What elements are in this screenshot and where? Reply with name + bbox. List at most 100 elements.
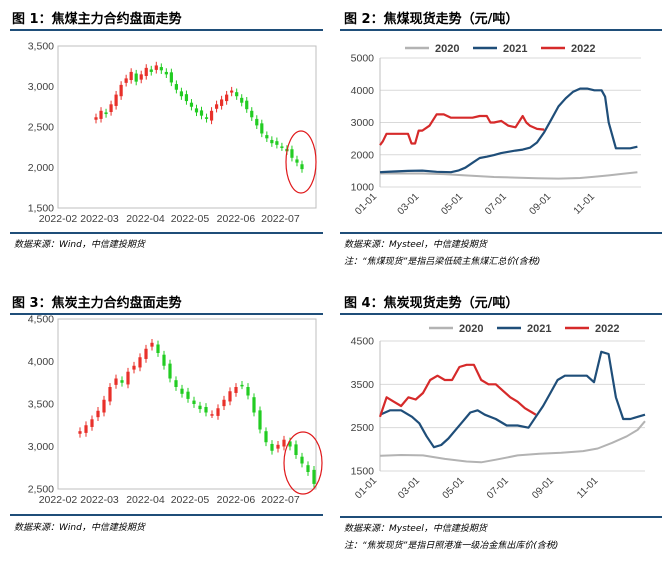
candle-body (144, 348, 148, 359)
series-line (379, 87, 638, 174)
candle-body (264, 431, 268, 443)
candle-body (114, 94, 118, 106)
candle-body (164, 71, 168, 75)
x-tick-label: 11-01 (572, 191, 598, 217)
series-line (379, 350, 646, 449)
candle-body (124, 78, 128, 83)
y-tick-label: 2,500 (28, 484, 54, 496)
x-tick-label: 01-01 (353, 191, 379, 217)
series-line (379, 420, 646, 464)
candle-body (230, 90, 234, 93)
y-tick-label: 3500 (351, 379, 375, 391)
candle-body (119, 84, 123, 97)
candle-body (240, 97, 244, 103)
candle-body (252, 397, 256, 413)
candlestick-chart: 1,500 2,000 2,500 3,000 3,500 2022-02 2022-03 2… (28, 41, 317, 225)
x-tick-label: 2022-07 (261, 213, 300, 225)
x-tick-label: 05-01 (441, 475, 467, 501)
candle-body (246, 387, 250, 396)
candle-body (198, 405, 202, 410)
candle-body (154, 65, 158, 70)
candle-body (276, 444, 280, 449)
candle-body (99, 110, 103, 119)
candle-body (139, 74, 143, 80)
source-note: 数据来源：Wind，中信建投期货 (14, 523, 145, 533)
panel-title: 图 3：焦炭主力合约盘面走势 (12, 296, 182, 311)
footnote: 注：“焦炭现货”是指日照港准一级冶金焦出库价(含税) (344, 541, 559, 551)
candle-body (144, 67, 148, 76)
x-tick-label: 03-01 (396, 191, 422, 217)
candle-body (104, 112, 108, 115)
candle-body (270, 139, 274, 144)
candle-body (114, 378, 118, 385)
highlight-ellipse (283, 431, 323, 495)
candle-body (216, 408, 220, 416)
footer-rule (340, 232, 662, 234)
candle-body (199, 110, 204, 116)
line-chart: 1500 2500 3500 4500 01-01 03-01 05-01 07-01 09-0… (351, 323, 646, 501)
candle-body (294, 444, 298, 455)
candle-body (270, 443, 274, 451)
source-note: 数据来源：Mysteel，中信建投期货 (344, 240, 487, 250)
legend-label: 2022 (571, 43, 595, 55)
panel-title: 图 2：焦煤现货走势（元/吨） (344, 12, 519, 27)
x-tick-label: 2022-05 (171, 494, 210, 506)
series-line (379, 113, 545, 146)
y-tick-label: 1000 (351, 182, 375, 194)
x-tick-label: 2022-06 (217, 494, 256, 506)
candle-body (235, 92, 239, 97)
series-line (378, 363, 537, 418)
x-tick-label: 09-01 (527, 191, 553, 217)
x-tick-label: 2022-02 (39, 494, 78, 506)
candle-body (225, 94, 229, 102)
candle-body (209, 110, 214, 121)
candle-body (282, 439, 286, 447)
candle-body (255, 118, 259, 126)
footer-rule (340, 516, 662, 518)
candle-body (96, 410, 100, 418)
legend-label: 2021 (527, 323, 551, 335)
candle-body (280, 146, 284, 148)
candle-body (250, 110, 254, 118)
y-tick-label: 3,500 (28, 399, 54, 411)
legend-label: 2020 (435, 43, 459, 55)
x-tick-label: 2022-04 (126, 213, 165, 225)
candle-body (174, 84, 178, 90)
plot-area (57, 45, 317, 209)
candle-body (102, 399, 106, 413)
x-tick-label: 2022-06 (217, 213, 256, 225)
candle-body (192, 400, 196, 404)
y-tick-label: 2500 (351, 422, 375, 434)
candle-body (179, 91, 184, 97)
legend-label: 2020 (459, 323, 483, 335)
candle-body (132, 365, 136, 370)
candle-body (138, 357, 142, 368)
candle-body (220, 99, 224, 106)
footer-rule (10, 514, 323, 516)
x-tick-label: 03-01 (396, 475, 422, 501)
candle-body (275, 141, 279, 145)
panel-title: 图 4：焦炭现货走势（元/吨） (344, 296, 519, 311)
x-tick-label: 05-01 (439, 191, 465, 217)
candle-body (265, 135, 269, 139)
y-tick-label: 4,000 (28, 356, 54, 368)
title-rule (340, 29, 662, 31)
candle-body (134, 73, 138, 82)
candle-body (228, 391, 232, 402)
footer-rule (10, 232, 323, 234)
y-tick-label: 5000 (351, 53, 375, 65)
plot-area (57, 318, 317, 490)
candle-body (159, 67, 163, 71)
x-tick-label: 2022-02 (39, 213, 78, 225)
candle-body (174, 380, 178, 387)
x-tick-label: 01-01 (353, 475, 379, 501)
legend-label: 2022 (595, 323, 619, 335)
x-tick-label: 07-01 (483, 191, 509, 217)
series-line (380, 171, 638, 180)
x-tick-label: 07-01 (485, 475, 511, 501)
candle-body (295, 159, 299, 163)
source-note: 数据来源：Mysteel，中信建投期货 (344, 524, 487, 534)
x-tick-label: 2022-07 (261, 494, 300, 506)
candle-body (300, 456, 304, 464)
x-tick-label: 11-01 (575, 475, 601, 501)
